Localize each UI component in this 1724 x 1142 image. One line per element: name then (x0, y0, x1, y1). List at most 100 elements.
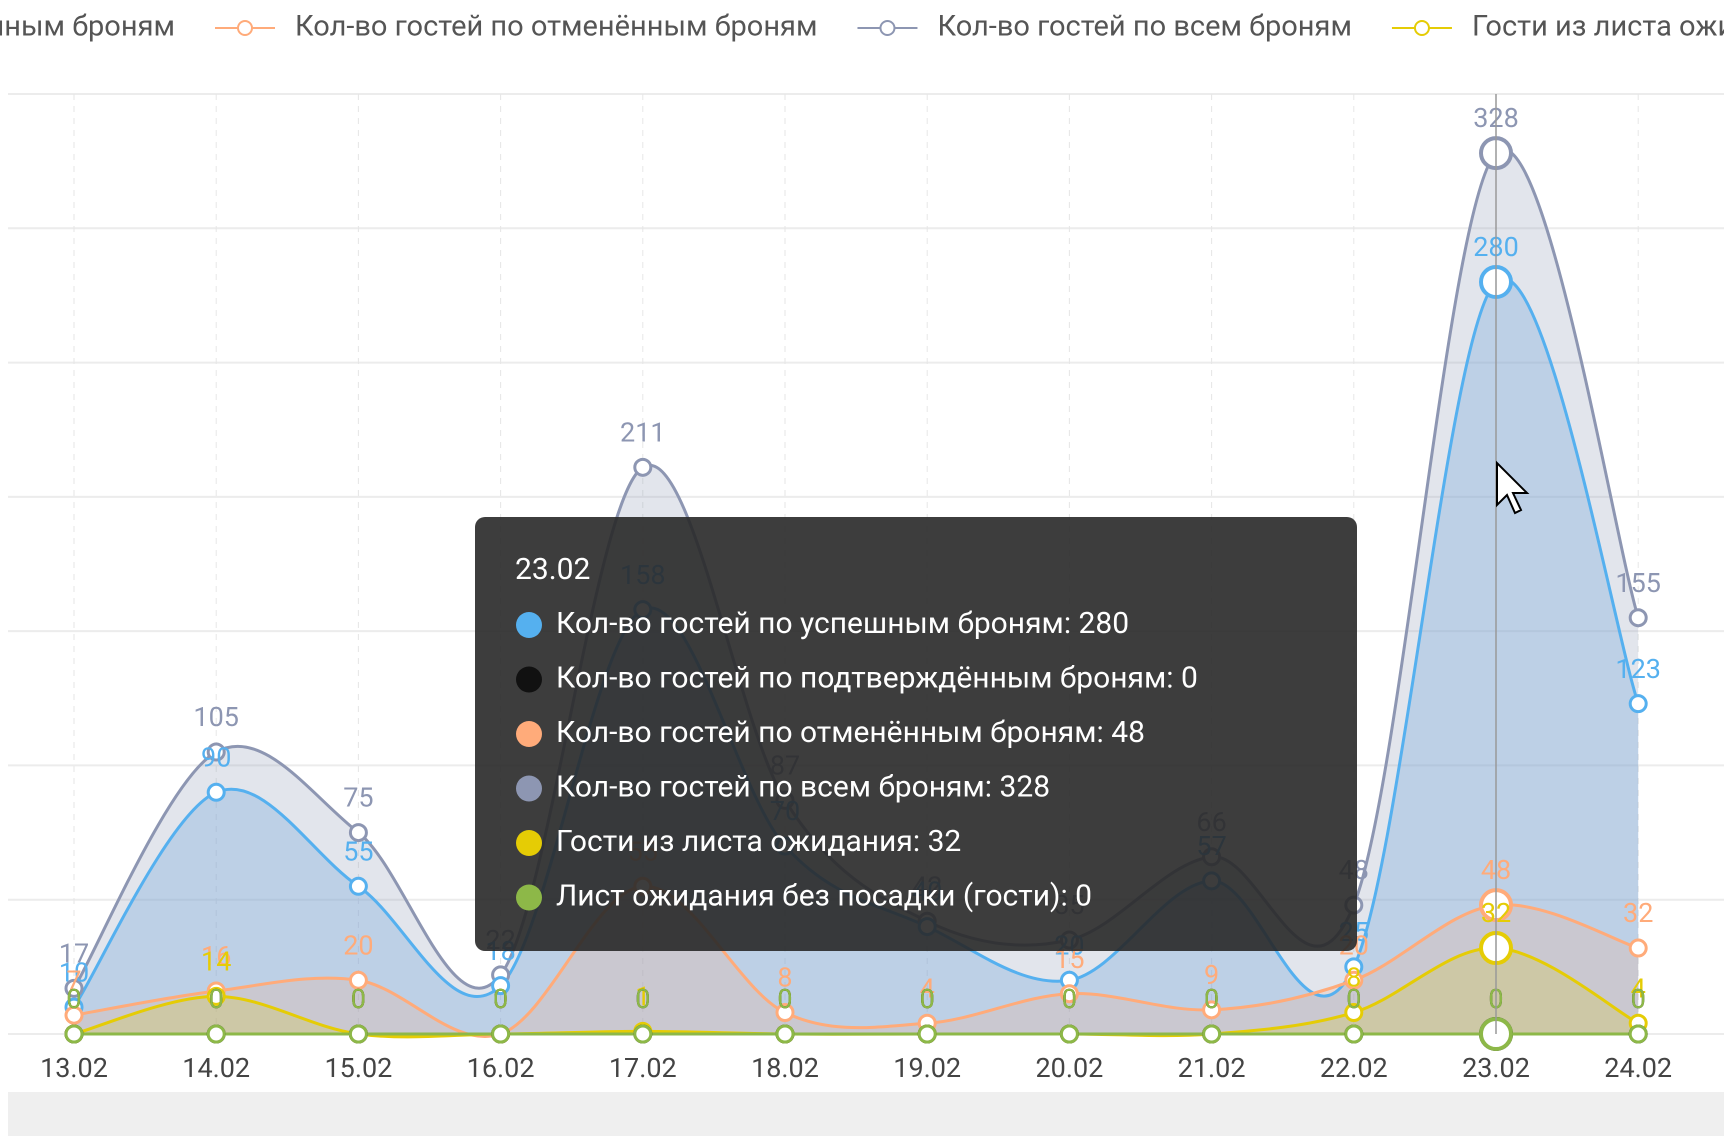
cursor (1496, 460, 1530, 515)
data-label: 0 (920, 983, 935, 1015)
legend-label: Гости из листа ожидания (1472, 10, 1724, 44)
data-label: 0 (777, 983, 792, 1015)
data-label: 0 (351, 983, 366, 1015)
tooltip-value: 0 (1075, 878, 1092, 913)
legend-marker (237, 20, 253, 36)
tooltip-marker (516, 775, 542, 802)
data-label: 0 (920, 983, 935, 1015)
data-label: 16 (201, 940, 231, 972)
tooltip-row: Гости из листа ожидания: 32 (556, 824, 961, 859)
point (348, 876, 368, 896)
point (1344, 970, 1364, 990)
point (64, 1024, 84, 1044)
data-label: 0 (351, 983, 366, 1015)
legend-label: Кол-во гостей по всем броням (937, 10, 1351, 44)
data-label: 4 (1631, 972, 1646, 1004)
point (206, 1024, 226, 1044)
tooltip-row: Кол-во гостей по успешным броням: 280 (556, 606, 1129, 641)
data-label: 0 (635, 983, 650, 1015)
legend-item[interactable]: Кол-во гостей по подтверждённым броням (0, 10, 175, 44)
point (633, 457, 653, 477)
data-label: 0 (493, 983, 508, 1015)
point (633, 1024, 653, 1044)
x-tick-label: 16.02 (467, 1052, 535, 1084)
data-label: 0 (66, 983, 81, 1015)
tooltip-marker (516, 830, 542, 856)
legend-item[interactable]: Гости из листа ожидания (1391, 10, 1724, 44)
point (348, 1024, 368, 1044)
point (1628, 1024, 1648, 1044)
data-label: 0 (1631, 983, 1646, 1015)
tooltip-name: Гости из листа ожидания (556, 824, 913, 859)
data-label: 0 (66, 983, 81, 1015)
data-label: 4 (920, 972, 935, 1004)
tooltip-name: Лист ожидания без посадки (гости) (556, 878, 1060, 913)
data-label: 0 (1346, 983, 1361, 1015)
point (1344, 1024, 1364, 1044)
legend-item[interactable]: Кол-во гостей по всем броням (857, 10, 1352, 44)
tooltip-sep: : (1060, 878, 1075, 913)
data-label: 9 (1204, 959, 1219, 991)
x-tick-label: 22.02 (1320, 1052, 1388, 1084)
point (1202, 1024, 1222, 1044)
tooltip-sep: : (1064, 606, 1079, 641)
point (775, 1003, 795, 1023)
data-label: 1 (635, 980, 650, 1012)
data-label: 0 (1062, 983, 1077, 1015)
x-tick-label: 17.02 (609, 1052, 677, 1084)
point (64, 1005, 84, 1025)
tooltip-sep: : (985, 769, 1000, 804)
data-label: 0 (1204, 983, 1219, 1015)
x-tick-label: 14.02 (182, 1052, 250, 1084)
point (348, 970, 368, 990)
data-label: 0 (1204, 983, 1219, 1015)
tooltip-marker (516, 721, 542, 747)
point (206, 986, 226, 1006)
point (1628, 608, 1648, 628)
tooltip-name: Кол-во гостей по всем броням (556, 769, 985, 804)
x-tick-label: 19.02 (893, 1052, 961, 1084)
data-label: 20 (343, 929, 373, 961)
data-label: 17 (59, 937, 89, 969)
area (74, 278, 1639, 1034)
tooltip-name: Кол-во гостей по подтверждённым броням (556, 660, 1166, 695)
point (1628, 694, 1648, 714)
legend-label: Кол-во гостей по отменённым броням (295, 10, 817, 44)
tooltip-sep: : (1096, 715, 1111, 750)
data-label: 0 (493, 983, 508, 1015)
tooltip-name: Кол-во гостей по успешным броням (556, 606, 1064, 641)
tooltip-row: Кол-во гостей по отменённым броням: 48 (556, 715, 1145, 750)
legend-label: Кол-во гостей по подтверждённым броням (0, 10, 175, 44)
data-label: 90 (201, 741, 231, 773)
tooltip-row: Лист ожидания без посадки (гости): 0 (556, 878, 1092, 913)
tooltip-sep: : (1166, 660, 1181, 695)
data-label: 0 (1062, 983, 1077, 1015)
data-label: 0 (1631, 983, 1646, 1015)
tooltip-sep: : (913, 824, 928, 859)
data-label: 0 (209, 983, 224, 1015)
x-tick-label: 18.02 (751, 1052, 819, 1084)
data-label: 8 (777, 962, 792, 994)
data-label: 0 (1204, 983, 1219, 1015)
tooltip-name: Кол-во гостей по отменённым броням (556, 715, 1096, 750)
x-tick-label: 15.02 (324, 1052, 392, 1084)
area (74, 886, 1639, 1037)
tooltip-value: 32 (928, 824, 962, 859)
legend-item[interactable]: Кол-во гостей по отменённым броням (215, 10, 817, 44)
tooltip: 23.02 Кол-во гостей по успешным броням: 2… (475, 517, 1357, 951)
data-label: 0 (1346, 983, 1361, 1015)
data-label: 0 (209, 983, 224, 1015)
point (491, 1024, 511, 1044)
point (1059, 1024, 1079, 1044)
data-label: 211 (620, 416, 666, 448)
point (206, 742, 226, 762)
scrollbar[interactable] (8, 1092, 1724, 1136)
data-label: 55 (343, 835, 373, 867)
data-label: 0 (1062, 983, 1077, 1015)
x-tick-label: 21.02 (1178, 1052, 1246, 1084)
tooltip-marker (516, 884, 542, 911)
data-label: 0 (777, 983, 792, 1015)
point (1344, 1003, 1364, 1023)
point (775, 1024, 795, 1044)
